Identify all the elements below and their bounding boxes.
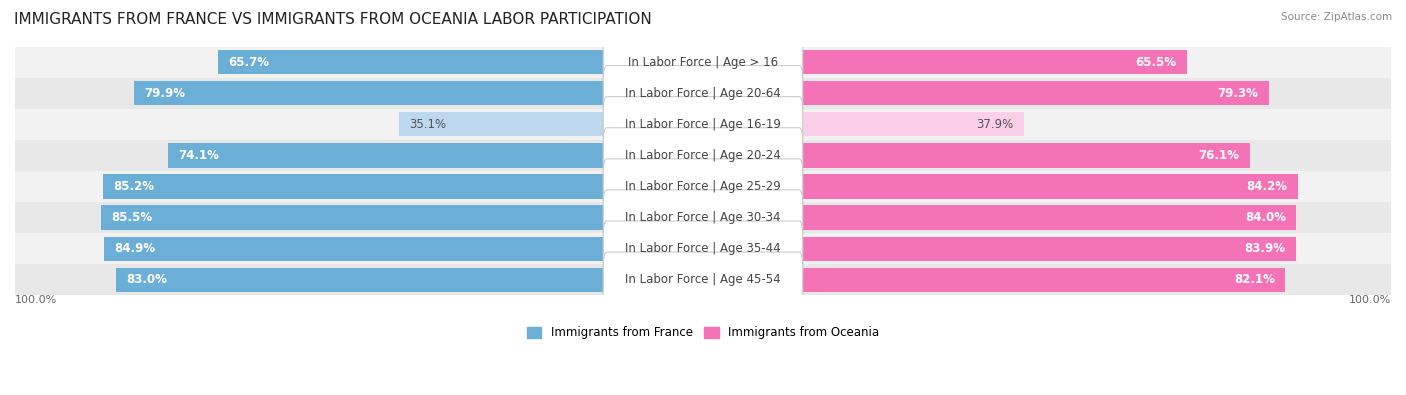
- Text: In Labor Force | Age 20-24: In Labor Force | Age 20-24: [626, 149, 780, 162]
- Bar: [104, 237, 606, 261]
- Text: In Labor Force | Age 25-29: In Labor Force | Age 25-29: [626, 180, 780, 193]
- Text: In Labor Force | Age > 16: In Labor Force | Age > 16: [628, 56, 778, 69]
- FancyBboxPatch shape: [603, 252, 803, 307]
- Bar: [15, 47, 1391, 78]
- Bar: [115, 268, 606, 292]
- Bar: [15, 78, 1391, 109]
- Bar: [800, 143, 1250, 167]
- Bar: [169, 143, 606, 167]
- Bar: [15, 264, 1391, 295]
- Text: 84.2%: 84.2%: [1246, 180, 1288, 193]
- Bar: [800, 112, 1024, 136]
- Bar: [800, 174, 1298, 199]
- Text: 76.1%: 76.1%: [1198, 149, 1239, 162]
- Bar: [399, 112, 606, 136]
- Text: In Labor Force | Age 20-64: In Labor Force | Age 20-64: [626, 87, 780, 100]
- Bar: [800, 268, 1285, 292]
- Bar: [15, 140, 1391, 171]
- Bar: [218, 50, 606, 74]
- Bar: [15, 171, 1391, 202]
- Bar: [15, 109, 1391, 140]
- Text: 65.5%: 65.5%: [1136, 56, 1177, 69]
- Text: 100.0%: 100.0%: [1348, 295, 1391, 305]
- Text: IMMIGRANTS FROM FRANCE VS IMMIGRANTS FROM OCEANIA LABOR PARTICIPATION: IMMIGRANTS FROM FRANCE VS IMMIGRANTS FRO…: [14, 12, 652, 27]
- Bar: [15, 233, 1391, 264]
- Text: 84.9%: 84.9%: [115, 242, 156, 255]
- Bar: [800, 205, 1296, 230]
- Bar: [15, 202, 1391, 233]
- FancyBboxPatch shape: [603, 128, 803, 183]
- Text: 79.3%: 79.3%: [1218, 87, 1258, 100]
- Bar: [134, 81, 606, 105]
- Text: 85.2%: 85.2%: [112, 180, 153, 193]
- Text: 35.1%: 35.1%: [409, 118, 447, 131]
- Bar: [800, 237, 1296, 261]
- Text: Source: ZipAtlas.com: Source: ZipAtlas.com: [1281, 12, 1392, 22]
- Bar: [800, 50, 1187, 74]
- Legend: Immigrants from France, Immigrants from Oceania: Immigrants from France, Immigrants from …: [522, 322, 884, 344]
- Text: 37.9%: 37.9%: [976, 118, 1014, 131]
- FancyBboxPatch shape: [603, 221, 803, 276]
- Text: In Labor Force | Age 30-34: In Labor Force | Age 30-34: [626, 211, 780, 224]
- Bar: [101, 205, 606, 230]
- Bar: [103, 174, 606, 199]
- FancyBboxPatch shape: [603, 190, 803, 245]
- FancyBboxPatch shape: [603, 66, 803, 121]
- Text: 84.0%: 84.0%: [1244, 211, 1286, 224]
- Text: 74.1%: 74.1%: [179, 149, 219, 162]
- Text: In Labor Force | Age 16-19: In Labor Force | Age 16-19: [626, 118, 780, 131]
- Text: 83.0%: 83.0%: [127, 273, 167, 286]
- FancyBboxPatch shape: [603, 34, 803, 90]
- FancyBboxPatch shape: [603, 97, 803, 152]
- Bar: [800, 81, 1268, 105]
- Text: In Labor Force | Age 45-54: In Labor Force | Age 45-54: [626, 273, 780, 286]
- Text: 79.9%: 79.9%: [145, 87, 186, 100]
- Text: 82.1%: 82.1%: [1234, 273, 1275, 286]
- Text: 100.0%: 100.0%: [15, 295, 58, 305]
- Text: 85.5%: 85.5%: [111, 211, 152, 224]
- Text: 65.7%: 65.7%: [228, 56, 270, 69]
- Text: 83.9%: 83.9%: [1244, 242, 1285, 255]
- Text: In Labor Force | Age 35-44: In Labor Force | Age 35-44: [626, 242, 780, 255]
- FancyBboxPatch shape: [603, 159, 803, 214]
